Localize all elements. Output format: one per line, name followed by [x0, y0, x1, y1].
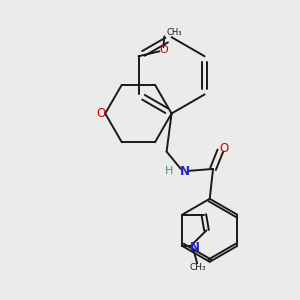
Text: CH₃: CH₃ — [190, 263, 206, 272]
Text: H: H — [165, 166, 173, 176]
Text: O: O — [219, 142, 228, 154]
Text: CH₃: CH₃ — [166, 28, 182, 37]
Text: O: O — [97, 107, 106, 120]
Text: N: N — [190, 241, 200, 254]
Text: N: N — [180, 165, 190, 178]
Text: O: O — [159, 45, 168, 55]
